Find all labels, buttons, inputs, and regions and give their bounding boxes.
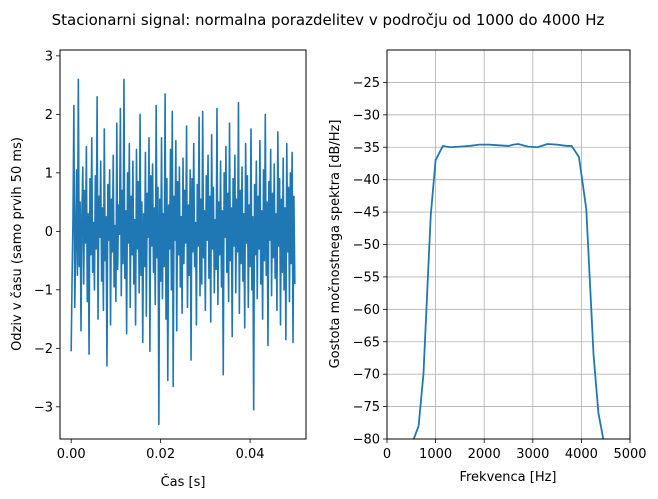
psd-chart-y-tick-label: −45 <box>353 206 380 221</box>
psd-chart-y-tick-label: −70 <box>353 368 380 383</box>
psd-chart-y-tick-label: −60 <box>353 303 380 318</box>
time-chart-y-tick-label: −1 <box>34 283 53 298</box>
time-chart-x-tick-label: 0.04 <box>236 447 265 462</box>
time-chart-y-tick-label: 2 <box>45 108 53 123</box>
psd-chart-y-tick-label: −65 <box>353 335 380 350</box>
time-chart-y-tick-label: −3 <box>34 400 53 415</box>
psd-chart-y-tick-label: −30 <box>353 108 380 123</box>
figure-title: Stacionarni signal: normalna porazdelite… <box>52 11 605 29</box>
time-chart-x-ticks: 0.00 0.02 0.04 <box>57 439 265 462</box>
time-chart-frame <box>59 49 307 440</box>
psd-chart-x-tick-label: 4000 <box>565 447 598 462</box>
time-chart-y-tick-label: 3 <box>45 49 53 64</box>
psd-chart-x-tick-label: 2000 <box>468 447 501 462</box>
psd-series-line <box>412 143 605 439</box>
psd-chart-y-label: Gostota močnostnega spektra [dB/Hz] <box>328 120 343 369</box>
time-chart-x-tick-label: 0.00 <box>57 447 86 462</box>
time-chart-x-label: Čas [s] <box>161 474 206 490</box>
psd-chart-x-tick-label: 1000 <box>419 447 452 462</box>
time-chart-x-tick-label: 0.02 <box>146 447 175 462</box>
psd-chart-y-tick-label: −55 <box>353 270 380 285</box>
psd-chart: 0 1000 2000 3000 4000 5000 −25 −30 −35 −40 −45 −50… <box>328 49 647 485</box>
psd-chart-y-tick-label: −50 <box>353 238 380 253</box>
psd-chart-y-tick-label: −25 <box>353 76 380 91</box>
psd-chart-y-tick-label: −80 <box>353 433 380 448</box>
time-chart-y-tick-label: 1 <box>45 166 53 181</box>
psd-chart-y-tick-label: −75 <box>353 400 380 415</box>
time-chart-y-label: Odziv v času (samo prvih 50 ms) <box>10 137 25 351</box>
psd-chart-x-tick-label: 0 <box>383 447 391 462</box>
psd-chart-y-ticks: −25 −30 −35 −40 −45 −50 −55 −60 −65 −70 −75 −80 <box>353 76 387 448</box>
time-chart-y-tick-label: −2 <box>34 342 53 357</box>
psd-chart-x-label: Frekvenca [Hz] <box>459 470 556 485</box>
psd-chart-x-tick-label: 3000 <box>516 447 549 462</box>
time-chart-y-tick-label: 0 <box>45 225 53 240</box>
time-chart-y-ticks: 3 2 1 0 −1 −2 −3 <box>34 49 60 415</box>
time-series-line <box>70 78 296 426</box>
psd-chart-y-tick-label: −35 <box>353 141 380 156</box>
psd-chart-y-tick-label: −40 <box>353 173 380 188</box>
time-chart: 0.00 0.02 0.04 3 2 1 0 −1 −2 −3 Čas [s] Odziv v … <box>10 49 307 490</box>
psd-chart-x-ticks: 0 1000 2000 3000 4000 5000 <box>383 439 647 462</box>
psd-chart-x-tick-label: 5000 <box>613 447 646 462</box>
